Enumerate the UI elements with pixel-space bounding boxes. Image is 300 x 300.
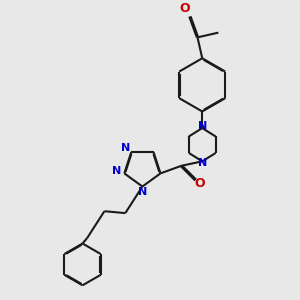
Text: N: N bbox=[121, 143, 130, 153]
Text: O: O bbox=[180, 2, 190, 15]
Text: O: O bbox=[194, 177, 205, 190]
Text: N: N bbox=[198, 121, 207, 131]
Text: N: N bbox=[138, 187, 147, 197]
Text: N: N bbox=[198, 158, 207, 168]
Text: N: N bbox=[112, 167, 122, 176]
